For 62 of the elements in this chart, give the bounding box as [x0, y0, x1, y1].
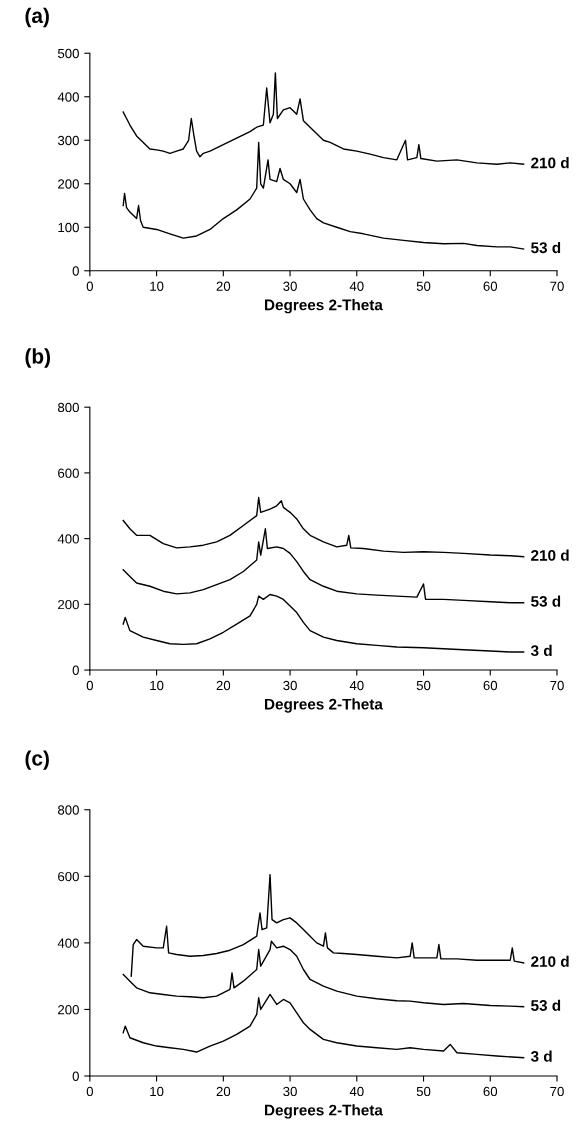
line-series — [130, 873, 525, 977]
x-tick-label: 10 — [150, 680, 164, 691]
series-label: 210 d — [531, 157, 569, 169]
y-tick-label: 200 — [58, 179, 79, 189]
y-tick-label: 100 — [58, 222, 79, 233]
x-tick-label: 70 — [550, 1086, 564, 1097]
y-tick-label: 400 — [57, 938, 79, 948]
x-tick-label: 50 — [416, 1086, 431, 1097]
line-series — [122, 496, 525, 558]
x-tick-label: 50 — [416, 281, 431, 291]
x-tick-label: 70 — [550, 281, 564, 291]
x-axis-title: Degrees 2-Theta — [265, 698, 383, 713]
x-tick-label: 10 — [150, 1086, 164, 1097]
x-tick-label: 30 — [283, 1086, 297, 1097]
x-tick-label: 20 — [216, 680, 231, 691]
x-tick-label: 60 — [483, 281, 498, 291]
y-tick-label: 600 — [58, 871, 79, 882]
line-series — [122, 141, 525, 250]
x-tick-label: 0 — [86, 680, 94, 691]
x-tick-label: 40 — [349, 1086, 364, 1097]
y-tick-label: 0 — [72, 266, 79, 276]
series-label: 3 d — [530, 644, 552, 657]
series-label: 210 d — [531, 549, 569, 561]
line-series — [122, 72, 525, 165]
y-tick-label: 0 — [72, 1071, 79, 1081]
x-tick-label: 30 — [283, 281, 297, 291]
x-tick-label: 50 — [416, 680, 431, 691]
x-tick-label: 70 — [550, 680, 564, 691]
series-label: 3 d — [530, 1050, 552, 1062]
y-tick-label: 500 — [57, 48, 79, 59]
x-tick-label: 40 — [349, 680, 364, 691]
series-label: 53 d — [531, 595, 561, 607]
y-tick-label: 800 — [58, 402, 79, 413]
chart-title: (b) — [25, 348, 51, 368]
chart-title: (a) — [25, 7, 49, 28]
line-series — [122, 528, 525, 604]
x-tick-label: 60 — [483, 1086, 498, 1097]
line-series — [122, 993, 525, 1059]
y-tick-label: 200 — [58, 1005, 79, 1015]
y-tick-label: 600 — [58, 468, 79, 478]
series-label: 210 d — [531, 955, 569, 967]
y-tick-label: 400 — [57, 534, 79, 544]
x-tick-label: 10 — [150, 281, 164, 291]
line-series — [122, 940, 525, 1008]
x-axis-title: Degrees 2-Theta — [265, 1104, 383, 1119]
line-series — [122, 593, 525, 653]
y-tick-label: 400 — [57, 92, 79, 102]
series-label: 53 d — [531, 999, 561, 1011]
x-axis-title: Degrees 2-Theta — [265, 299, 383, 314]
x-tick-label: 40 — [349, 281, 364, 291]
x-tick-label: 0 — [86, 1086, 94, 1097]
x-tick-label: 0 — [86, 281, 94, 291]
x-tick-label: 30 — [283, 680, 297, 691]
x-tick-label: 20 — [216, 281, 231, 291]
x-tick-label: 20 — [216, 1086, 231, 1097]
y-tick-label: 0 — [72, 665, 79, 675]
y-tick-label: 200 — [58, 599, 79, 610]
y-tick-label: 300 — [57, 135, 79, 146]
x-tick-label: 60 — [483, 680, 498, 691]
y-tick-label: 800 — [58, 805, 79, 815]
series-label: 53 d — [531, 241, 561, 254]
chart-title: (c) — [25, 750, 49, 770]
